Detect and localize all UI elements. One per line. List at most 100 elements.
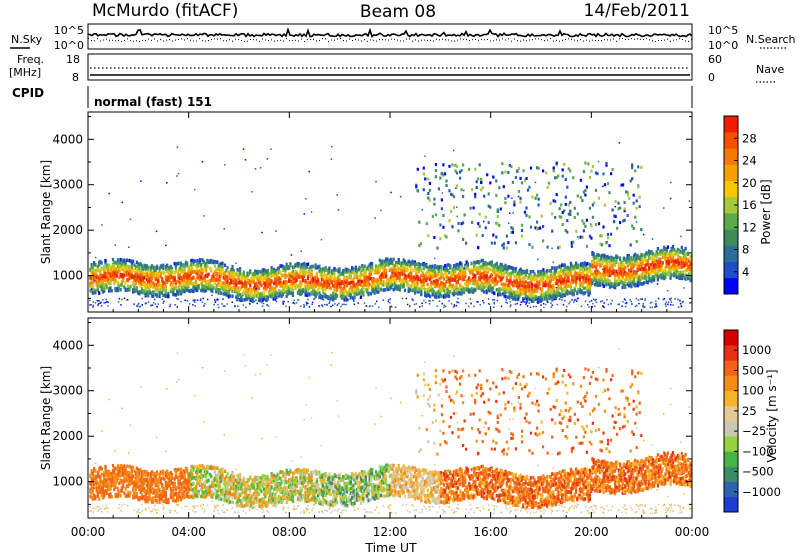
power-cell [610, 262, 613, 266]
power-cell [458, 272, 461, 276]
power-cell [688, 272, 691, 276]
power-cell [390, 260, 393, 265]
power-cell [654, 263, 657, 267]
power-cell [340, 296, 344, 300]
power-cell [629, 281, 632, 286]
power-cell [605, 262, 608, 267]
cpid-panel: CPID normal (fast) 151 [12, 86, 693, 109]
power-cell [452, 269, 456, 274]
power-cell [480, 265, 483, 269]
power-cell [539, 270, 542, 274]
power-cell [332, 294, 335, 299]
power-cell [94, 289, 97, 293]
power-cell [621, 266, 624, 270]
power-cell [687, 265, 690, 269]
power-cell [278, 270, 281, 275]
power-cell [339, 285, 342, 289]
power-cell [591, 281, 594, 285]
power-cell [134, 272, 137, 277]
power-cell [344, 275, 347, 280]
power-cell [599, 242, 602, 246]
power-cell [382, 280, 385, 284]
power-cell [500, 263, 503, 267]
power-cell [559, 268, 563, 272]
power-cell [363, 281, 366, 285]
power-cell [612, 271, 615, 276]
power-cell [570, 244, 573, 247]
power-cell [481, 234, 484, 237]
power-cell [392, 287, 395, 292]
power-cell [538, 296, 541, 300]
power-cell [310, 264, 313, 269]
power-cell [466, 278, 469, 283]
noise-right-tick-bottom: 10^0 [708, 39, 738, 52]
power-cell [537, 270, 540, 274]
power-cell [690, 277, 692, 282]
power-cell [405, 297, 408, 300]
power-cell [541, 297, 544, 302]
power-cell [459, 276, 462, 280]
power-cell [157, 279, 160, 283]
power-cell [437, 284, 440, 289]
power-cell [354, 265, 357, 270]
power-cell [293, 284, 296, 288]
power-cell [436, 267, 439, 271]
power-cell [486, 261, 490, 266]
power-cell [424, 279, 427, 283]
power-cell [476, 267, 479, 271]
power-cell [613, 220, 616, 224]
power-cell [130, 262, 133, 266]
power-cell [676, 272, 680, 276]
power-cell [306, 286, 310, 291]
power-cell [381, 259, 384, 264]
power-cell [155, 294, 159, 298]
power-cell [317, 287, 320, 292]
power-cell [608, 191, 611, 195]
power-cell [603, 254, 607, 258]
power-cell [625, 259, 628, 264]
power-cell [386, 261, 389, 266]
power-cell [473, 260, 476, 265]
power-cell [100, 266, 103, 271]
power-cell [304, 272, 307, 276]
power-cell [415, 262, 418, 267]
power-cell [602, 276, 605, 280]
power-cell [309, 272, 312, 277]
noise-search-point [370, 39, 371, 41]
power-cell [104, 283, 107, 287]
power-cell [635, 206, 638, 210]
power-cell [337, 278, 340, 282]
power-cell [515, 284, 518, 288]
power-cell [244, 278, 247, 282]
power-cell [368, 276, 371, 281]
power-cell [486, 269, 490, 274]
power-cell [332, 296, 335, 301]
power-cell [420, 286, 423, 290]
power-cell [654, 273, 657, 277]
power-cell [212, 273, 215, 278]
power-cell [625, 257, 628, 261]
power-cell [412, 275, 415, 279]
power-cell [147, 279, 150, 284]
noise-search-point [562, 39, 563, 41]
power-cell [241, 277, 244, 281]
power-cell [91, 291, 94, 295]
power-cell [477, 246, 480, 250]
power-cell [619, 268, 622, 273]
power-cell [670, 265, 673, 269]
power-cell [547, 282, 550, 286]
power-cell [429, 273, 432, 277]
power-cell [458, 263, 461, 268]
power-cell [421, 278, 424, 282]
power-cell [529, 166, 533, 170]
power-cell [649, 263, 652, 267]
power-cell [588, 291, 591, 295]
power-cell [162, 288, 165, 292]
power-cell [264, 281, 267, 285]
power-cell [327, 295, 330, 299]
power-cell [517, 298, 520, 300]
noise-search-point [418, 40, 419, 42]
power-cell [169, 264, 172, 269]
power-cell [447, 280, 451, 284]
noise-search-point [565, 38, 566, 40]
